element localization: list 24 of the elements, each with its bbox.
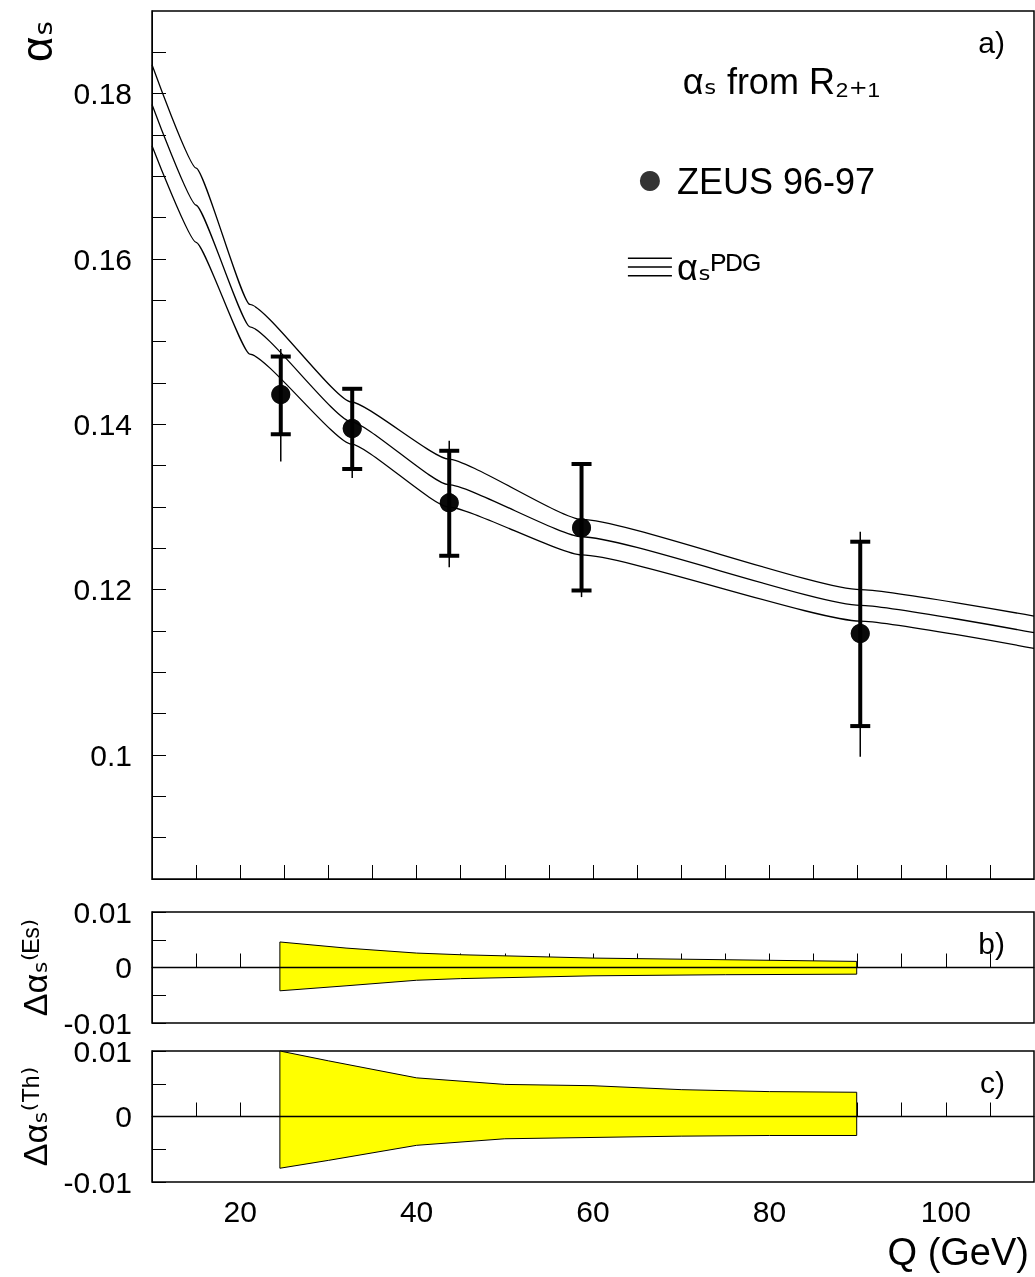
- legend-label: αₛᴾᴰᴳ: [676, 246, 761, 288]
- y-axis-title: αₛ: [11, 20, 61, 62]
- x-tick-label: 100: [920, 1194, 971, 1228]
- x-tick-label: 80: [752, 1194, 787, 1228]
- y-tick-label: 0.18: [73, 77, 132, 111]
- y-axis-title: Δαₛ⁽ᵀʰ⁾: [16, 1066, 54, 1167]
- y-axis-title: Δαₛ⁽ᴱˢ⁾: [16, 918, 54, 1017]
- legend-label: ZEUS 96-97: [676, 160, 876, 202]
- legend-title: αₛ from R₂₊₁: [682, 60, 881, 102]
- y-tick-label: 0: [115, 1100, 132, 1133]
- annotation: c): [980, 1065, 1006, 1099]
- y-tick-label: 0.16: [73, 242, 132, 276]
- annotation: b): [978, 926, 1006, 960]
- x-tick-label: 60: [576, 1194, 610, 1228]
- y-tick-label: -0.01: [63, 1165, 132, 1199]
- x-tick-label: 20: [223, 1194, 257, 1228]
- y-tick-label: 0.01: [73, 895, 132, 929]
- x-axis-title: Q (GeV): [887, 1231, 1030, 1273]
- x-tick-label: 40: [399, 1194, 434, 1228]
- y-tick-label: 0.14: [73, 407, 132, 441]
- y-tick-label: 0.1: [90, 738, 132, 772]
- y-tick-label: 0.12: [73, 573, 132, 607]
- y-tick-label: 0: [115, 951, 132, 984]
- annotation: a): [978, 25, 1006, 59]
